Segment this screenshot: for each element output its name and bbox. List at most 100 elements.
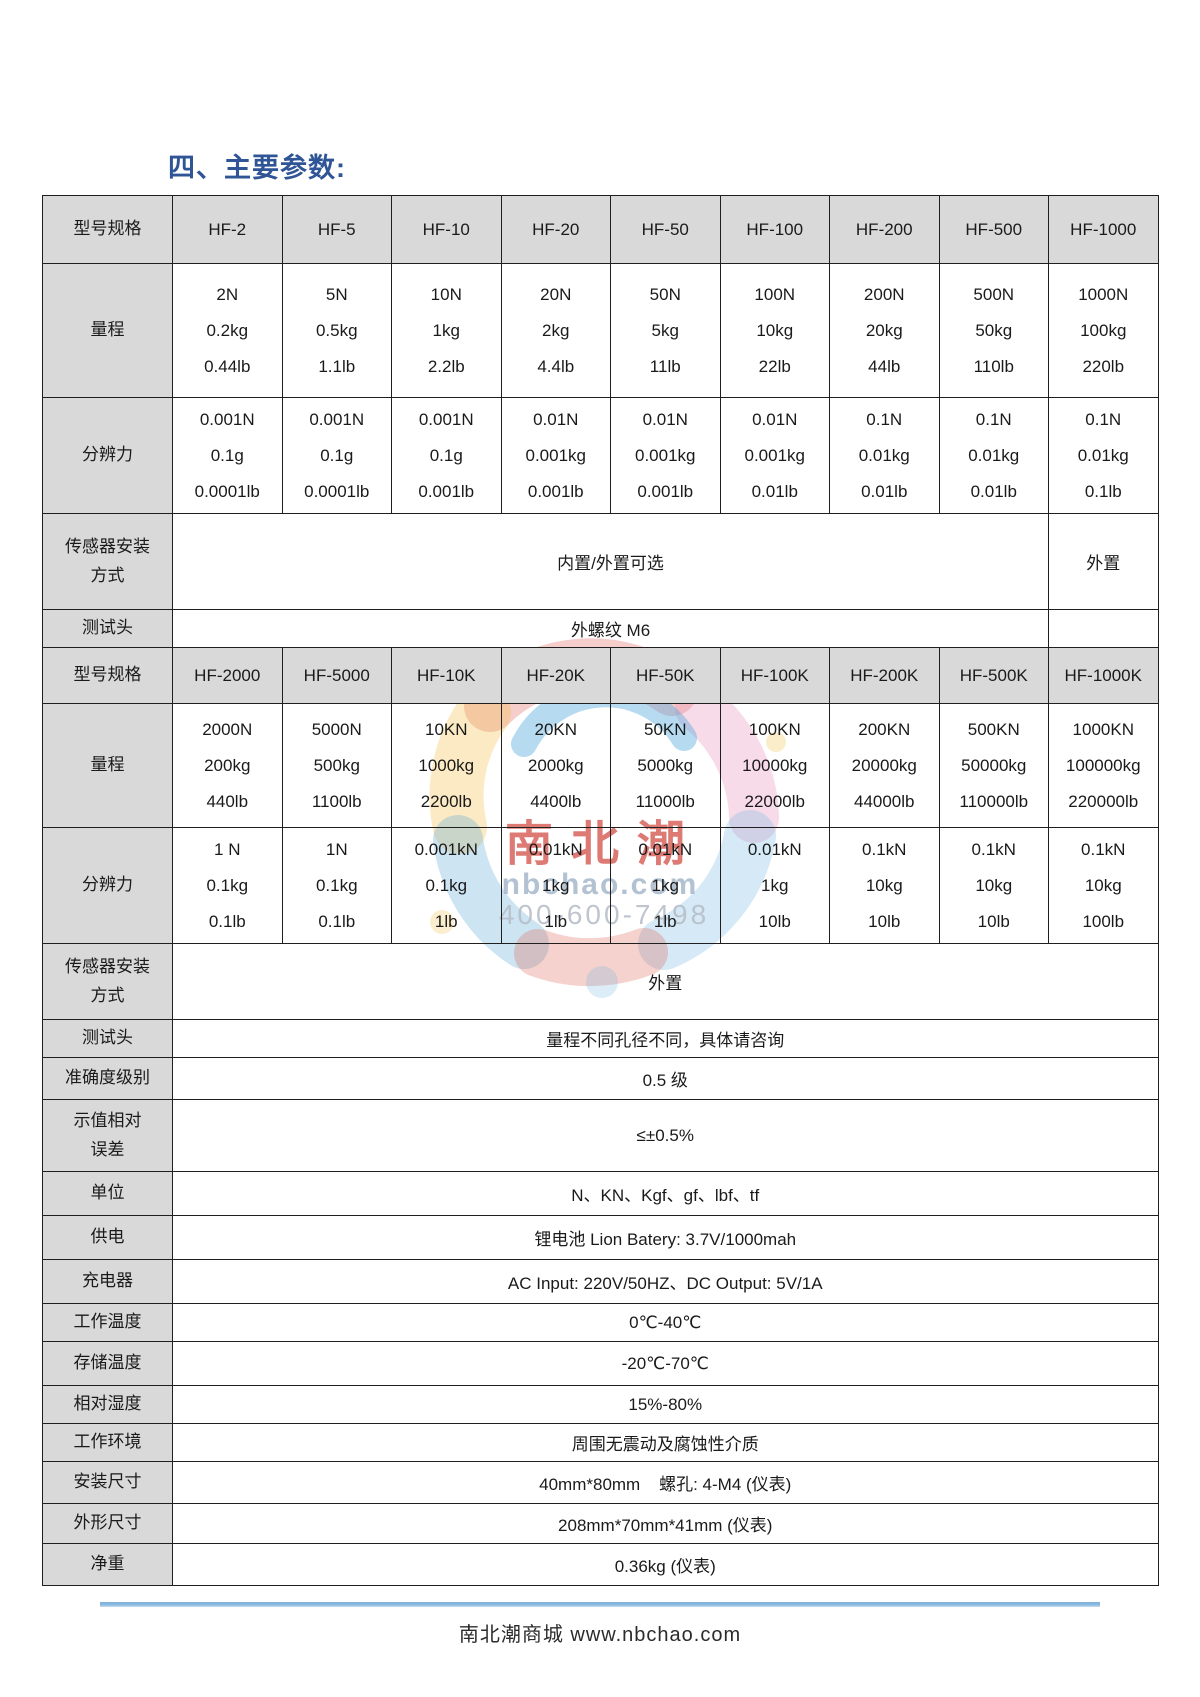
row-label: 示值相对 误差 — [42, 1099, 173, 1172]
table-row: 量程 2N 0.2kg 0.44lb 5N 0.5kg 1.1lb 10N 1kg 2.2lb 20… — [42, 263, 1159, 398]
footer-divider — [100, 1602, 1100, 1607]
resolution-cell: 0.01kN 1kg 10lb — [719, 827, 830, 944]
row-label-model: 型号规格 — [42, 195, 173, 264]
spec-value-cell: -20℃-70℃ — [172, 1341, 1159, 1386]
resolution-cell: 0.01kN 1kg 1lb — [500, 827, 611, 944]
model-header-cell: HF-10K — [391, 647, 502, 704]
resolution-cell: 0.001N 0.1g 0.0001lb — [281, 397, 392, 514]
testhead-value-cell: 外螺纹 M6 — [172, 609, 1049, 648]
row-label-range: 量程 — [42, 703, 173, 828]
model-header-cell: HF-500K — [938, 647, 1049, 704]
spec-value-cell: N、KN、Kgf、gf、lbf、tf — [172, 1171, 1159, 1216]
resolution-cell: 0.1kN 10kg 100lb — [1048, 827, 1159, 944]
spec-value-cell: 0.5 级 — [172, 1057, 1159, 1100]
section-title: 四、主要参数: — [168, 153, 346, 183]
range-cell: 500N 50kg 110lb — [938, 263, 1049, 398]
table-row: 工作环境 周围无震动及腐蚀性介质 — [42, 1423, 1159, 1462]
spec-value-cell: ≤±0.5% — [172, 1099, 1159, 1172]
resolution-cell: 0.1N 0.01kg 0.1lb — [1048, 397, 1159, 514]
row-label: 单位 — [42, 1171, 173, 1216]
row-label: 外形尺寸 — [42, 1503, 173, 1544]
row-label: 工作环境 — [42, 1423, 173, 1462]
spec-value-cell: 15%-80% — [172, 1385, 1159, 1424]
resolution-cell: 1N 0.1kg 0.1lb — [281, 827, 392, 944]
range-cell: 50N 5kg 11lb — [610, 263, 721, 398]
resolution-cell: 0.1N 0.01kg 0.01lb — [829, 397, 940, 514]
table-row: 型号规格 HF-2 HF-5 HF-10 HF-20 HF-50 HF-100 HF-200 H… — [42, 195, 1159, 264]
model-header-cell: HF-5000 — [281, 647, 392, 704]
range-cell: 5000N 500kg 1100lb — [281, 703, 392, 828]
row-label-testhead: 测试头 — [42, 609, 173, 648]
resolution-cell: 0.01N 0.001kg 0.01lb — [719, 397, 830, 514]
range-cell: 20KN 2000kg 4400lb — [500, 703, 611, 828]
table-row: 外形尺寸 208mm*70mm*41mm (仪表) — [42, 1503, 1159, 1544]
row-label: 供电 — [42, 1215, 173, 1260]
range-cell: 20N 2kg 4.4lb — [500, 263, 611, 398]
model-header-cell: HF-50K — [610, 647, 721, 704]
table-row: 量程 2000N 200kg 440lb 5000N 500kg 1100lb 10KN 100… — [42, 703, 1159, 828]
range-cell: 50KN 5000kg 11000lb — [610, 703, 721, 828]
range-cell: 2000N 200kg 440lb — [172, 703, 283, 828]
model-header-cell: HF-100K — [719, 647, 830, 704]
table-row: 测试头 量程不同孔径不同，具体请咨询 — [42, 1019, 1159, 1058]
table-row: 净重 0.36kg (仪表) — [42, 1543, 1159, 1586]
row-label: 充电器 — [42, 1259, 173, 1304]
row-label: 存储温度 — [42, 1341, 173, 1386]
model-header-cell: HF-2000 — [172, 647, 283, 704]
table-row: 分辨力 1 N 0.1kg 0.1lb 1N 0.1kg 0.1lb 0.001kN 0.1kg… — [42, 827, 1159, 944]
resolution-cell: 0.001N 0.1g 0.0001lb — [172, 397, 283, 514]
range-cell: 10KN 1000kg 2200lb — [391, 703, 502, 828]
table-row: 存储温度 -20℃-70℃ — [42, 1341, 1159, 1386]
spec-value-cell: AC Input: 220V/50HZ、DC Output: 5V/1A — [172, 1259, 1159, 1304]
resolution-cell: 0.01N 0.001kg 0.001lb — [610, 397, 721, 514]
range-cell: 10N 1kg 2.2lb — [391, 263, 502, 398]
table-row: 传感器安装 方式 内置/外置可选 外置 — [42, 513, 1159, 610]
spec-value-cell: 锂电池 Lion Batery: 3.7V/1000mah — [172, 1215, 1159, 1260]
resolution-cell: 0.01N 0.001kg 0.001lb — [500, 397, 611, 514]
table-row: 传感器安装 方式 外置 — [42, 943, 1159, 1020]
range-cell: 2N 0.2kg 0.44lb — [172, 263, 283, 398]
testhead-last-cell — [1048, 609, 1159, 648]
range-cell: 100KN 10000kg 22000lb — [719, 703, 830, 828]
table-row: 充电器 AC Input: 220V/50HZ、DC Output: 5V/1A — [42, 1259, 1159, 1304]
resolution-cell: 0.001N 0.1g 0.001lb — [391, 397, 502, 514]
row-label-range: 量程 — [42, 263, 173, 398]
spec-value-cell: 0.36kg (仪表) — [172, 1543, 1159, 1586]
model-header-cell: HF-5 — [281, 195, 392, 264]
table-row: 相对湿度 15%-80% — [42, 1385, 1159, 1424]
model-header-cell: HF-200K — [829, 647, 940, 704]
resolution-cell: 0.1N 0.01kg 0.01lb — [938, 397, 1049, 514]
table-row: 工作温度 0℃-40℃ — [42, 1303, 1159, 1342]
row-label-resolution: 分辨力 — [42, 397, 173, 514]
resolution-cell: 0.001kN 0.1kg 1lb — [391, 827, 502, 944]
model-header-cell: HF-20K — [500, 647, 611, 704]
model-header-cell: HF-500 — [938, 195, 1049, 264]
spec-value-cell: 208mm*70mm*41mm (仪表) — [172, 1503, 1159, 1544]
row-label: 安装尺寸 — [42, 1461, 173, 1504]
spec-value-cell: 40mm*80mm 螺孔: 4-M4 (仪表) — [172, 1461, 1159, 1504]
range-cell: 1000KN 100000kg 220000lb — [1048, 703, 1159, 828]
resolution-cell: 0.01kN 1kg 1lb — [610, 827, 721, 944]
table-row: 供电 锂电池 Lion Batery: 3.7V/1000mah — [42, 1215, 1159, 1260]
testhead-value-cell: 量程不同孔径不同，具体请咨询 — [172, 1019, 1159, 1058]
resolution-cell: 1 N 0.1kg 0.1lb — [172, 827, 283, 944]
range-cell: 1000N 100kg 220lb — [1048, 263, 1159, 398]
row-label-sensor: 传感器安装 方式 — [42, 943, 173, 1020]
table-row: 单位 N、KN、Kgf、gf、lbf、tf — [42, 1171, 1159, 1216]
footer-site-text: 南北潮商城 www.nbchao.com — [458, 1624, 742, 1646]
model-header-cell: HF-1000K — [1048, 647, 1159, 704]
row-label-resolution: 分辨力 — [42, 827, 173, 944]
table-row: 测试头 外螺纹 M6 — [42, 609, 1159, 648]
model-header-cell: HF-100 — [719, 195, 830, 264]
model-header-cell: HF-20 — [500, 195, 611, 264]
table-row: 安装尺寸 40mm*80mm 螺孔: 4-M4 (仪表) — [42, 1461, 1159, 1504]
model-header-cell: HF-2 — [172, 195, 283, 264]
range-cell: 5N 0.5kg 1.1lb — [281, 263, 392, 398]
model-header-cell: HF-50 — [610, 195, 721, 264]
row-label-model: 型号规格 — [42, 647, 173, 704]
spec-value-cell: 0℃-40℃ — [172, 1303, 1159, 1342]
spec-value-cell: 周围无震动及腐蚀性介质 — [172, 1423, 1159, 1462]
row-label-testhead: 测试头 — [42, 1019, 173, 1058]
model-header-cell: HF-1000 — [1048, 195, 1159, 264]
